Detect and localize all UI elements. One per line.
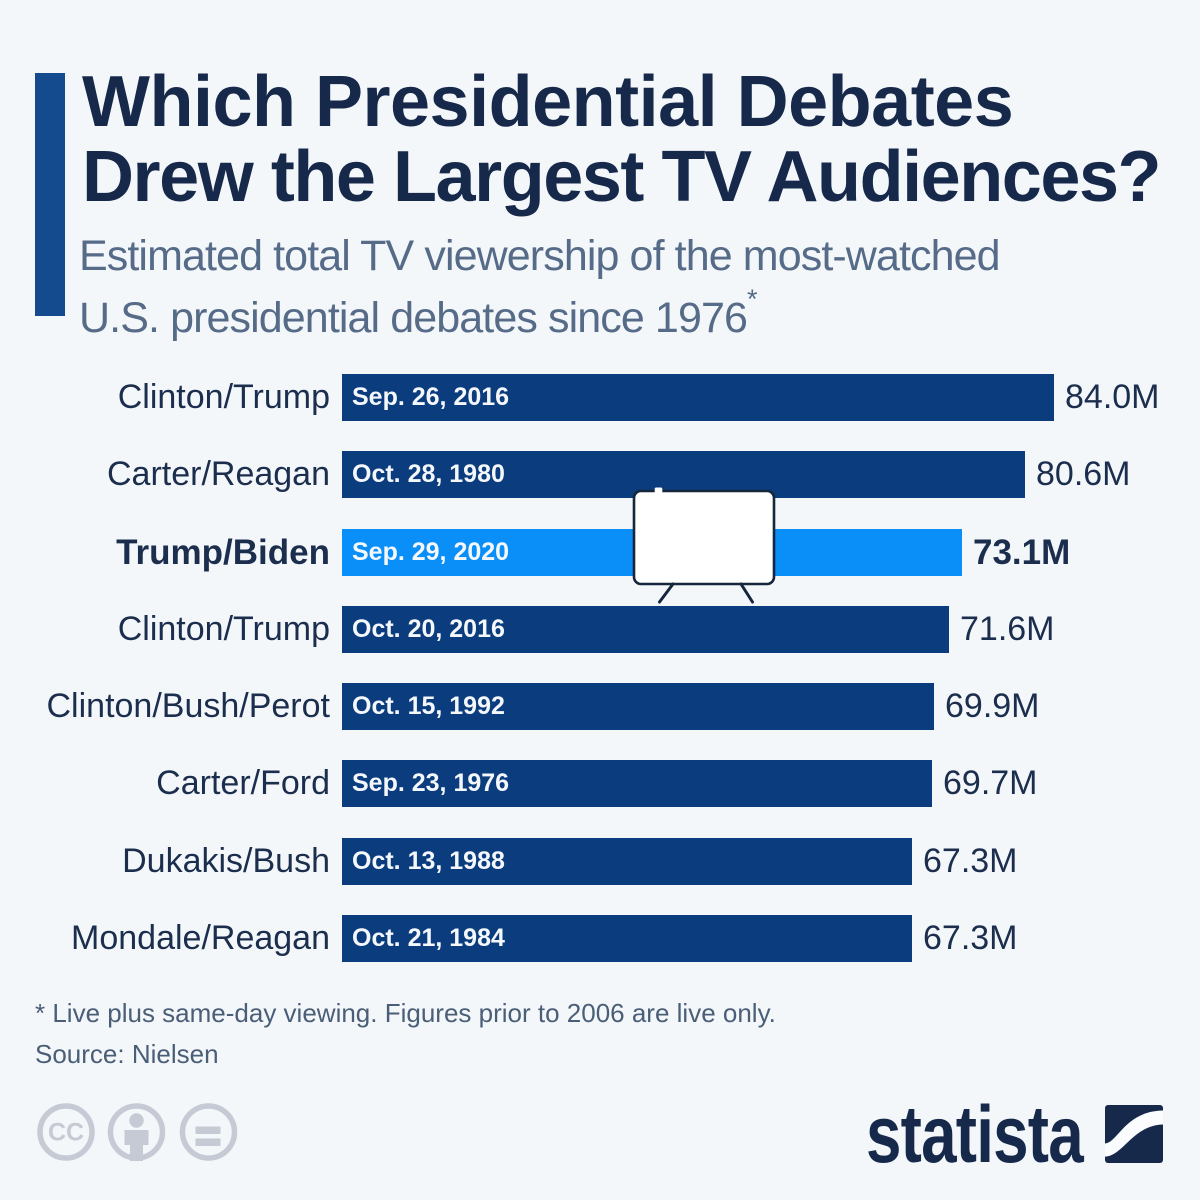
svg-text:CC: CC — [48, 1119, 84, 1147]
